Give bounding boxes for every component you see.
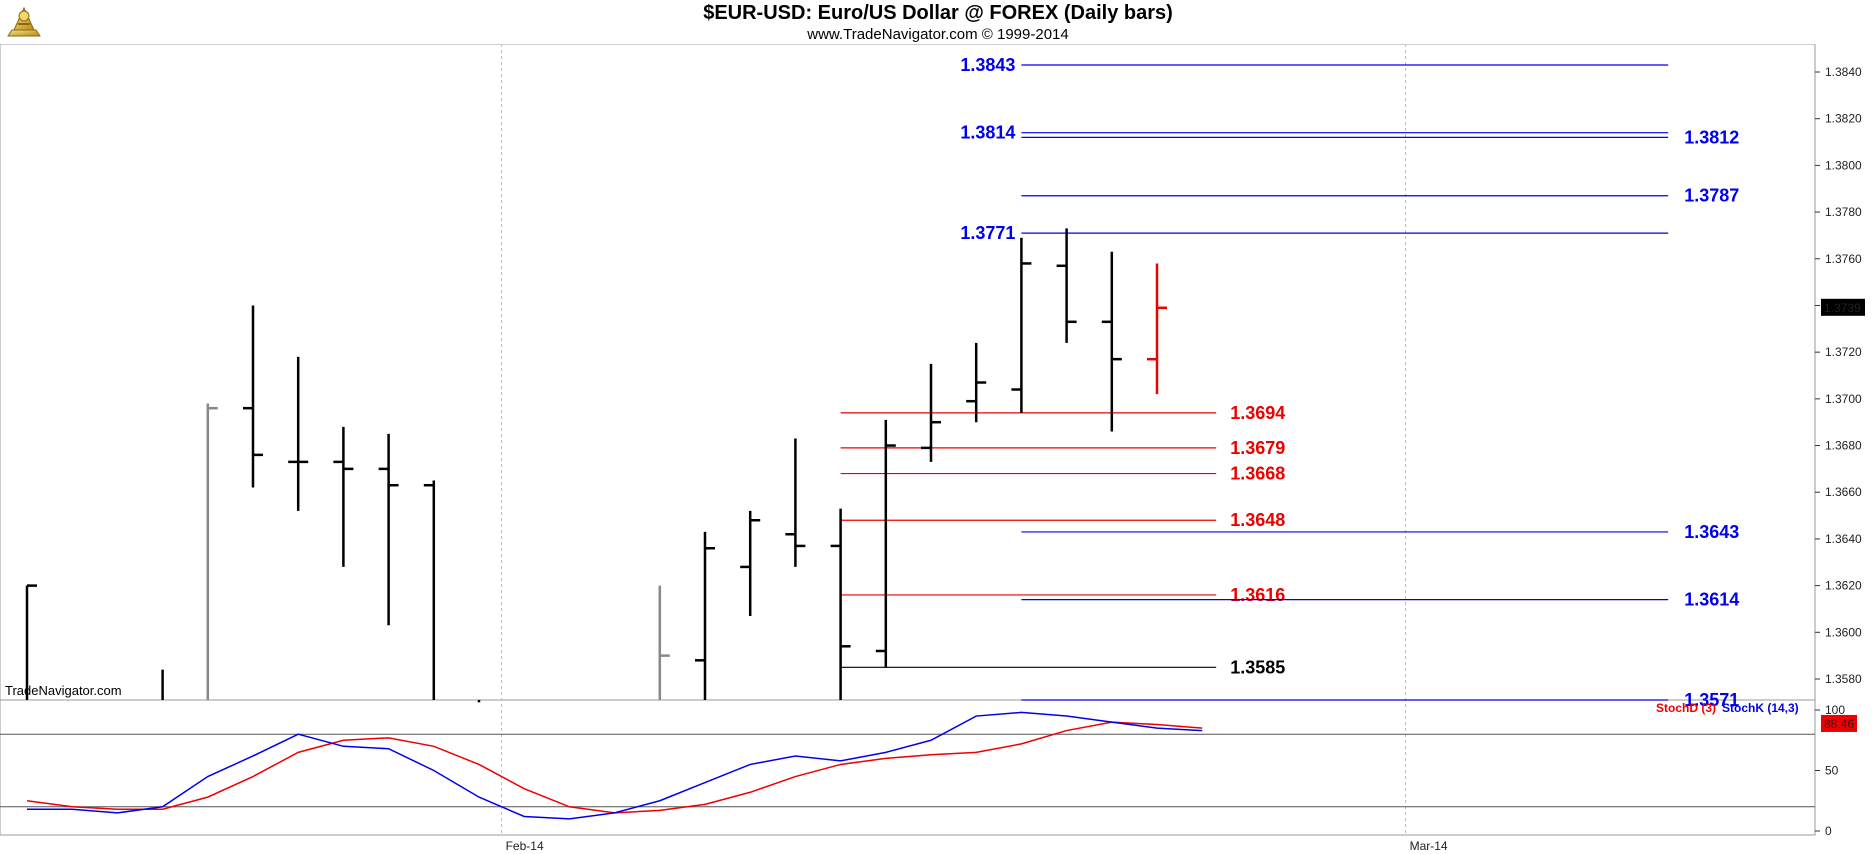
osc-y-tick-label: 50	[1825, 764, 1839, 778]
trade-navigator-logo-icon	[7, 6, 41, 37]
level-label: 1.3648	[1230, 510, 1285, 530]
osc-last-value-tag	[1821, 714, 1857, 732]
level-label: 1.3771	[960, 223, 1015, 243]
level-label: 1.3571	[1684, 690, 1739, 710]
level-label: 1.3787	[1684, 186, 1739, 206]
y-tick-label: 1.3580	[1825, 672, 1862, 686]
y-tick-label: 1.3700	[1825, 392, 1862, 406]
x-tick-label: Feb-14	[506, 839, 544, 853]
y-tick-label: 1.3680	[1825, 439, 1862, 453]
legend-stochk: StochK (14,3)	[1722, 701, 1799, 715]
series-line	[27, 711, 1203, 820]
chart-subtitle: www.TradeNavigator.com © 1999-2014	[807, 26, 1069, 43]
last-price-label: 1.3739	[1824, 301, 1861, 315]
level-label: 1.3814	[960, 123, 1015, 143]
level-label: 1.3668	[1230, 464, 1285, 484]
level-label: 1.3679	[1230, 438, 1285, 458]
legend-stochd: StochD (3)	[1656, 701, 1716, 715]
level-label: 1.3616	[1230, 585, 1285, 605]
price-panel-frame	[0, 43, 1816, 701]
last-price-tag	[1821, 298, 1865, 316]
level-label: 1.3643	[1684, 522, 1739, 542]
level-label: 1.3694	[1230, 403, 1285, 423]
x-tick-label: Mar-14	[1410, 839, 1448, 853]
y-tick-label: 1.3820	[1825, 112, 1862, 126]
osc-y-tick-label: 100	[1825, 703, 1845, 717]
level-label: 1.3843	[960, 55, 1015, 75]
y-tick-label: 1.3840	[1825, 65, 1862, 79]
y-tick-label: 1.3600	[1825, 625, 1862, 639]
chart-header: $EUR-USD: Euro/US Dollar @ FOREX (Daily …	[0, 0, 1876, 44]
y-tick-label: 1.3720	[1825, 345, 1862, 359]
osc-last-value-label: 88.46	[1824, 717, 1854, 731]
level-label: 1.3585	[1230, 657, 1285, 677]
osc-y-tick-label: 0	[1825, 824, 1832, 838]
y-tick-label: 1.3760	[1825, 252, 1862, 266]
y-tick-label: 1.3640	[1825, 532, 1862, 546]
level-label: 1.3614	[1684, 590, 1739, 610]
y-tick-label: 1.3660	[1825, 485, 1862, 499]
level-label: 1.3812	[1684, 127, 1739, 147]
y-tick-label: 1.3800	[1825, 158, 1862, 172]
chart-title: $EUR-USD: Euro/US Dollar @ FOREX (Daily …	[703, 2, 1173, 24]
watermark-label: TradeNavigator.com	[5, 683, 122, 698]
y-tick-label: 1.3780	[1825, 205, 1862, 219]
y-tick-label: 1.3620	[1825, 579, 1862, 593]
oscillator-panel-frame	[0, 699, 1816, 836]
